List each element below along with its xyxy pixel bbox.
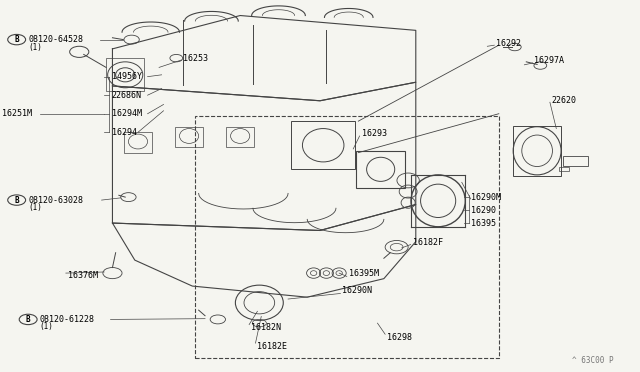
Text: 16376M: 16376M xyxy=(68,271,98,280)
Text: 16290N: 16290N xyxy=(342,286,372,295)
Text: 22620: 22620 xyxy=(552,96,577,105)
Bar xyxy=(226,127,254,147)
Bar xyxy=(106,58,145,92)
Bar xyxy=(291,121,355,169)
Text: 08120-63028: 08120-63028 xyxy=(28,196,83,205)
Text: (1): (1) xyxy=(39,322,53,331)
Text: 16293: 16293 xyxy=(362,129,387,138)
Text: 16395: 16395 xyxy=(470,219,496,228)
Text: 16292: 16292 xyxy=(495,39,520,48)
Text: B: B xyxy=(26,315,31,324)
Text: 16253: 16253 xyxy=(182,54,208,62)
Bar xyxy=(195,116,499,358)
Bar xyxy=(124,132,152,153)
Bar xyxy=(356,151,405,188)
Text: 16298: 16298 xyxy=(387,333,412,342)
Text: 16290: 16290 xyxy=(470,206,496,215)
Text: 16395M: 16395M xyxy=(349,269,379,278)
Bar xyxy=(513,126,561,176)
Text: (1): (1) xyxy=(28,42,42,51)
Text: B: B xyxy=(14,35,19,44)
Text: 08120-64528: 08120-64528 xyxy=(28,35,83,44)
Text: 16290M: 16290M xyxy=(470,193,500,202)
Text: 16294: 16294 xyxy=(112,128,137,137)
Text: 16251M: 16251M xyxy=(2,109,32,118)
Text: ^ 63C00 P: ^ 63C00 P xyxy=(572,356,614,365)
Text: 16182N: 16182N xyxy=(251,323,281,332)
Text: 16182F: 16182F xyxy=(413,238,443,247)
Text: 16297A: 16297A xyxy=(534,56,564,65)
Text: 16294M: 16294M xyxy=(112,109,142,118)
Text: 14956Y: 14956Y xyxy=(112,72,142,81)
Bar xyxy=(559,167,569,171)
Bar xyxy=(175,127,203,147)
Text: 22686N: 22686N xyxy=(112,91,142,100)
Text: 16182E: 16182E xyxy=(257,341,287,350)
Text: B: B xyxy=(14,196,19,205)
Text: (1): (1) xyxy=(28,203,42,212)
Text: 08120-61228: 08120-61228 xyxy=(39,315,94,324)
Bar xyxy=(563,156,588,166)
